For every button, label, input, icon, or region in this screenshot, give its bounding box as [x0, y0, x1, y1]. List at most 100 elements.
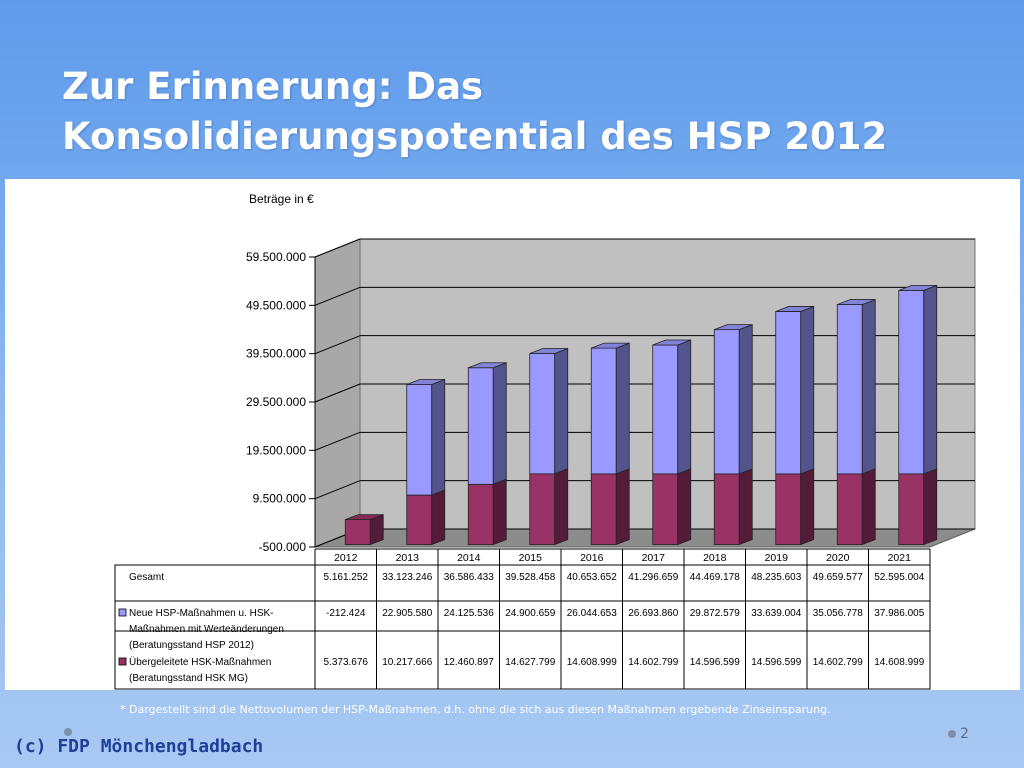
bar-bottom-2019-side	[800, 468, 815, 546]
gridline-side	[314, 431, 361, 451]
table-series2-2019: 33.639.004	[751, 608, 801, 619]
bar-bottom-2020-side	[861, 468, 876, 546]
table-series1-2017: 14.602.799	[628, 657, 678, 668]
bar-bottom-2018	[713, 473, 740, 545]
bar-top-2014	[467, 367, 494, 485]
bar-top-2017	[652, 344, 679, 475]
table-year-2014: 2014	[457, 552, 481, 564]
table-series1-2021: 14.608.999	[874, 657, 924, 668]
table-series2-2021: 37.986.005	[874, 608, 924, 619]
bar-cap-2013	[406, 379, 445, 385]
bar-bottom-2015-side	[554, 468, 569, 546]
table-total-2018: 44.469.178	[690, 572, 740, 583]
y-tick-label: 39.500.000	[246, 347, 306, 361]
bar-top-2016-side	[615, 342, 630, 475]
table-total-2015: 39.528.458	[505, 572, 555, 583]
y-tick-label: 29.500.000	[246, 395, 306, 409]
table-series2-2018: 29.872.579	[690, 608, 740, 619]
table-series1-2012: 5.373.676	[324, 657, 369, 668]
table-year-2018: 2018	[703, 552, 727, 564]
bar-top-2013-side	[431, 378, 446, 496]
legend-label-series1-line: (Beratungsstand HSK MG)	[129, 673, 248, 684]
table-total-2013: 33.123.246	[382, 572, 432, 583]
bar-cap-2015	[529, 348, 568, 354]
bar-top-2021-side	[923, 284, 938, 475]
legend-swatch-series2	[118, 608, 127, 617]
stacked-3d-bar-chart: -500.000 9.500.000 19.500.000 29.500.000 39.…	[114, 192, 976, 690]
table-year-2015: 2015	[519, 552, 543, 564]
bar-top-2019-side	[800, 305, 815, 475]
bar-bottom-2014-side	[492, 478, 507, 546]
legend-label-series2-line: (Beratungsstand HSP 2012)	[129, 640, 254, 651]
table-series2-2014: 24.125.536	[444, 608, 494, 619]
bar-top-2020-side	[861, 298, 876, 475]
legend-label-series2-line: Neue HSP-Maßnahmen u. HSK-	[129, 608, 274, 619]
bar-top-2015-side	[554, 347, 569, 475]
table-total-2021: 52.595.004	[874, 572, 924, 583]
bar-bottom-2016	[590, 473, 617, 545]
slide-title-line-2: Konsolidierungspotential des HSP 2012	[62, 115, 888, 158]
gridline-side	[314, 286, 361, 306]
table-series1-2015: 14.627.799	[505, 657, 555, 668]
gridline-side	[314, 335, 361, 355]
table-series2-2016: 26.044.653	[567, 608, 617, 619]
slide-title: Zur Erinnerung: Das Konsolidierungspoten…	[62, 62, 1002, 162]
footnote: * Dargestellt sind die Nettovolumen der …	[120, 703, 831, 716]
bar-bottom-2017-side	[677, 468, 692, 546]
footer-brand: (c) FDP Mönchengladbach	[14, 736, 264, 757]
table-series1-2016: 14.608.999	[567, 657, 617, 668]
table-series1-2020: 14.602.799	[813, 657, 863, 668]
bar-bottom-2013-side	[431, 489, 446, 546]
bullet-dot-left	[64, 728, 72, 736]
y-tick-label: 9.500.000	[253, 492, 307, 506]
bar-bottom-2016-side	[615, 468, 630, 546]
table-series2-2012: -212.424	[326, 608, 366, 619]
y-tick-label: 19.500.000	[246, 443, 306, 457]
bar-top-2016	[590, 347, 617, 475]
table-total-2019: 48.235.603	[751, 572, 801, 583]
bar-cap-2021	[898, 284, 937, 291]
bar-cap-2020	[837, 299, 876, 305]
bar-bottom-2019	[775, 473, 802, 545]
bar-bottom-2012	[344, 519, 371, 545]
bar-top-2019	[775, 311, 802, 475]
table-series2-2020: 35.056.778	[813, 608, 863, 619]
y-tick-label: 59.500.000	[246, 250, 306, 264]
bar-bottom-2013	[406, 494, 433, 545]
table-total-2012: 5.161.252	[324, 572, 369, 583]
table-year-2020: 2020	[826, 552, 850, 564]
bar-bottom-2021	[898, 473, 925, 545]
legend-label-series2-line: Maßnahmen mit Werteänderungen	[129, 624, 284, 635]
bar-bottom-2017	[652, 473, 679, 545]
table-year-2012: 2012	[334, 552, 358, 564]
bar-top-2021	[898, 289, 925, 475]
legend-swatch-series1	[118, 657, 127, 666]
bar-top-2014-side	[492, 362, 507, 485]
bar-bottom-2021-side	[923, 468, 938, 546]
gridline-side	[314, 383, 361, 403]
table-series2-2017: 26.693.860	[628, 608, 678, 619]
bullet-dot-right	[948, 730, 956, 738]
bar-bottom-2014	[467, 483, 494, 545]
table-year-2017: 2017	[642, 552, 666, 564]
bar-top-2020	[836, 304, 863, 475]
bar-top-2018-side	[738, 324, 753, 475]
bar-cap-2014	[468, 362, 507, 369]
table-total-label: Gesamt	[129, 572, 164, 583]
bar-cap-2017	[652, 339, 691, 346]
table-series2-2013: 22.905.580	[382, 608, 432, 619]
bar-top-2017-side	[677, 339, 692, 475]
bar-cap-2012	[345, 514, 384, 521]
table-series1-2014: 12.460.897	[444, 657, 494, 668]
table-series1-2019: 14.596.599	[751, 657, 801, 668]
table-year-2021: 2021	[888, 552, 912, 564]
bar-cap-2018	[714, 324, 753, 331]
y-tick-label: -500.000	[259, 540, 307, 554]
slide-title-line-1: Zur Erinnerung: Das	[62, 65, 484, 108]
y-axis-label: Beträge in €	[249, 192, 314, 206]
table-series1-2013: 10.217.666	[382, 657, 432, 668]
table-total-2017: 41.296.659	[628, 572, 678, 583]
bar-cap-2016	[591, 342, 630, 349]
table-year-2013: 2013	[396, 552, 420, 564]
table-total-2020: 49.659.577	[813, 572, 863, 583]
